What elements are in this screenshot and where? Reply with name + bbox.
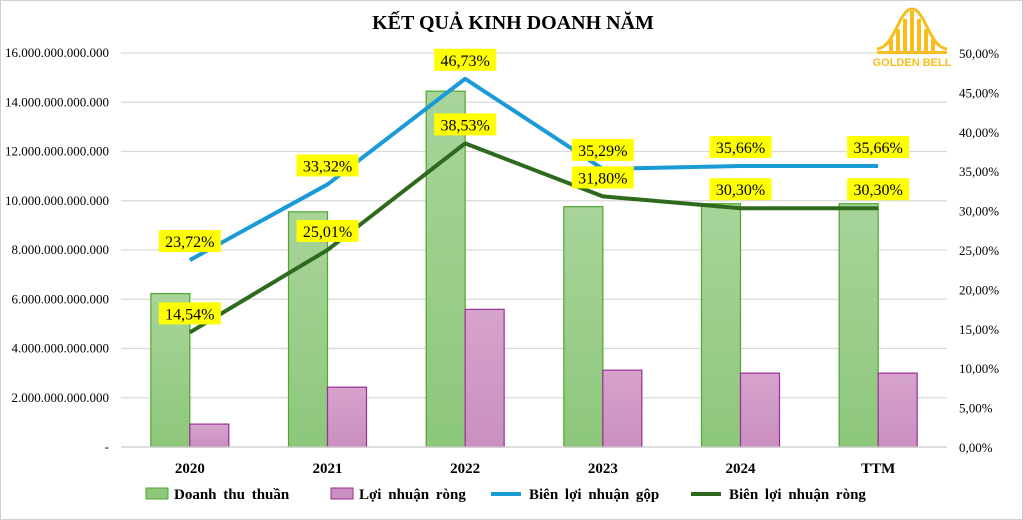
- right-axis-tick-label: 50,00%: [959, 46, 999, 61]
- right-axis-tick-label: 45,00%: [959, 85, 999, 100]
- right-axis-tick-label: 20,00%: [959, 282, 999, 297]
- bar-doanh-thu-thuần: [838, 203, 879, 448]
- data-label: 30,30%: [716, 182, 765, 199]
- left-axis-tick-label: -: [105, 439, 109, 454]
- logo-text: GOLDEN BELL: [873, 57, 952, 69]
- data-label-bg: [434, 113, 497, 136]
- gridlines: [121, 52, 947, 448]
- right-axis-tick-label: 0,00%: [959, 440, 993, 455]
- x-axis-category-label: TTM: [861, 461, 895, 477]
- bar-doanh-thu-thuần: [700, 203, 742, 448]
- bar-lợi-nhuận-ròng: [739, 372, 781, 448]
- left-axis-tick-label: 14.000.000.000.000: [5, 94, 109, 109]
- bar-lợi-nhuận-ròng: [464, 308, 505, 448]
- bar-doanh-thu-thuần: [425, 90, 466, 448]
- bar-lợi-nhuận-ròng: [326, 386, 368, 448]
- right-axis-tick-label: 5,00%: [959, 401, 993, 416]
- line-series: [188, 76, 879, 262]
- bar-doanh-thu-thuần: [287, 211, 329, 448]
- data-label-bg: [709, 178, 772, 201]
- legend-label: Doanh thu thuần: [174, 487, 290, 503]
- data-label: 23,72%: [165, 234, 214, 251]
- bar-lợi-nhuận-ròng: [877, 372, 918, 448]
- data-label: 35,66%: [716, 140, 765, 157]
- axes: - 2.000.000.000.000 4.000.000.000.000 6.000…: [5, 45, 999, 477]
- left-axis-tick-label: 4.000.000.000.000: [12, 341, 110, 356]
- line-series: [188, 141, 879, 335]
- x-axis-category-label: 2020: [175, 461, 205, 477]
- data-label: 35,29%: [578, 143, 627, 160]
- left-axis-tick-label: 6.000.000.000.000: [12, 291, 110, 306]
- data-label: 35,66%: [854, 140, 903, 157]
- data-label-bg: [709, 135, 772, 158]
- golden-bell-logo: GOLDEN BELL: [873, 7, 952, 69]
- data-label: 14,54%: [165, 306, 214, 323]
- x-axis-category-label: 2023: [588, 461, 618, 477]
- bar-doanh-thu-thuần: [563, 206, 604, 448]
- legend-swatch: [330, 487, 354, 500]
- legend: Doanh thu thuần Lợi nhuận ròng Biên lợi nh…: [145, 487, 866, 503]
- right-axis-tick-label: 35,00%: [959, 164, 999, 179]
- legend-label: Biên lợi nhuận ròng: [729, 487, 866, 503]
- left-axis-tick-label: 12.000.000.000.000: [5, 144, 109, 159]
- data-label: 33,32%: [303, 158, 352, 175]
- data-label: 30,30%: [854, 182, 903, 199]
- legend-label: Lợi nhuận ròng: [359, 487, 466, 503]
- legend-swatch: [145, 487, 169, 500]
- data-labels: 23,72% 33,32% 46,73% 35,29% 35,66% 35,66% 14,5…: [158, 48, 910, 325]
- data-label-bg: [847, 135, 910, 158]
- left-axis-tick-label: 10.000.000.000.000: [5, 193, 109, 208]
- data-label-bg: [847, 178, 910, 201]
- x-axis-category-label: 2024: [726, 461, 757, 477]
- left-axis-tick-label: 8.000.000.000.000: [12, 242, 110, 257]
- legend-label: Biên lợi nhuận gộp: [529, 487, 659, 503]
- right-axis-tick-label: 40,00%: [959, 125, 999, 140]
- left-axis-tick-label: 16.000.000.000.000: [5, 45, 109, 60]
- right-axis-tick-label: 10,00%: [959, 361, 999, 376]
- data-label-bg: [296, 154, 359, 177]
- chart-title: KẾT QUẢ KINH DOANH NĂM: [372, 10, 654, 34]
- data-label-bg: [296, 219, 359, 242]
- x-axis-category-label: 2021: [313, 461, 343, 477]
- data-label: 31,80%: [578, 170, 627, 187]
- data-label-bg: [158, 230, 221, 253]
- x-axis-category-label: 2022: [450, 461, 480, 477]
- right-axis-tick-label: 15,00%: [959, 322, 999, 337]
- data-label-bg: [434, 48, 497, 71]
- data-label-bg: [571, 166, 634, 189]
- bar-lợi-nhuận-ròng: [602, 369, 643, 448]
- data-label-bg: [571, 138, 634, 161]
- data-label: 38,53%: [441, 117, 490, 134]
- bars: [150, 90, 918, 448]
- bar-lợi-nhuận-ròng: [189, 423, 230, 448]
- left-axis-tick-label: 2.000.000.000.000: [12, 390, 110, 405]
- lines: [188, 76, 879, 335]
- right-axis-tick-label: 30,00%: [959, 204, 999, 219]
- right-axis-tick-label: 25,00%: [959, 243, 999, 258]
- data-label: 25,01%: [303, 224, 352, 241]
- data-label-bg: [158, 302, 221, 325]
- data-label: 46,73%: [441, 53, 490, 70]
